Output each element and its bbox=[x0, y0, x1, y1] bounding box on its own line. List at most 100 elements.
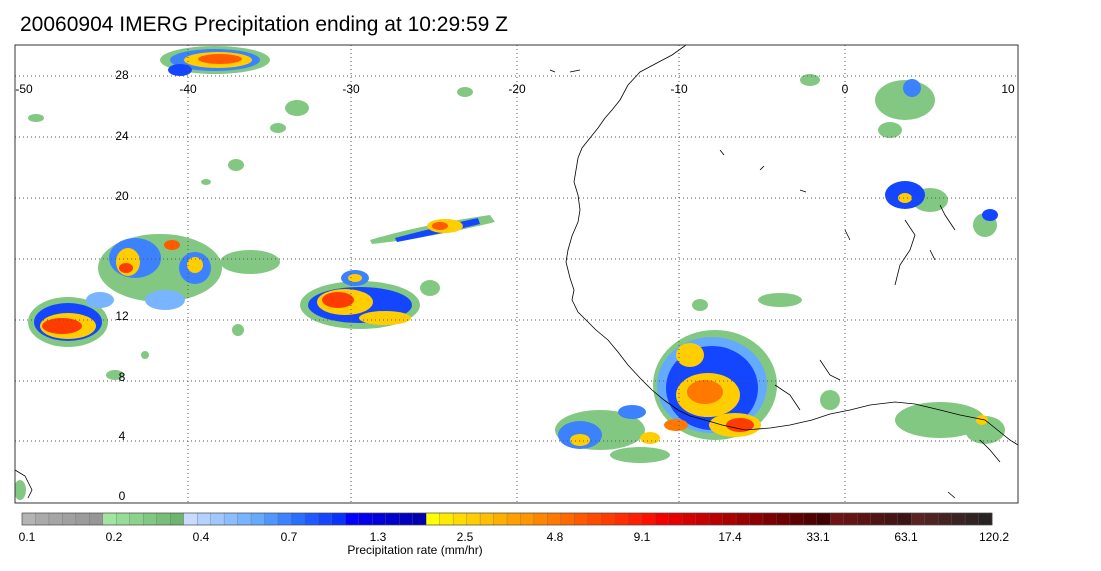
colorbar-cell bbox=[493, 512, 508, 526]
colorbar-cell bbox=[708, 512, 724, 526]
lon-tick-label: -50 bbox=[15, 82, 33, 96]
precipitation-cells bbox=[15, 46, 1005, 500]
colorbar-cell bbox=[399, 512, 414, 526]
colorbar-cell bbox=[237, 512, 252, 526]
colorbar-cell bbox=[48, 512, 63, 526]
lon-tick-label: 10 bbox=[1001, 82, 1015, 96]
colorbar-cell bbox=[749, 512, 764, 526]
colorbar-cell bbox=[641, 512, 656, 526]
colorbar-tick-label: 33.1 bbox=[806, 530, 830, 544]
coastline bbox=[15, 45, 1018, 499]
colorbar-cell bbox=[318, 512, 333, 526]
map-frame bbox=[14, 44, 1019, 504]
colorbar-cell bbox=[655, 512, 670, 526]
colorbar-cell bbox=[978, 512, 993, 526]
map-title: 20060904 IMERG Precipitation ending at 1… bbox=[20, 13, 508, 36]
colorbar-cell bbox=[183, 512, 198, 526]
rain-cell-central-atlantic bbox=[300, 270, 420, 329]
colorbar-tick-label: 63.1 bbox=[894, 530, 918, 544]
colorbar-cells bbox=[21, 512, 993, 526]
colorbar-tick-label: 9.1 bbox=[634, 530, 651, 544]
colorbar-cell bbox=[695, 512, 710, 526]
colorbar-cell bbox=[776, 512, 791, 526]
colorbar-label: Precipitation rate (mm/hr) bbox=[347, 543, 482, 557]
colorbar-tick-label: 2.5 bbox=[457, 530, 474, 544]
lat-tick-label: 0 bbox=[119, 489, 126, 503]
colorbar-tick-label: 120.2 bbox=[979, 530, 1009, 544]
colorbar-cell bbox=[789, 512, 804, 526]
colorbar-cell bbox=[277, 512, 292, 526]
rain-band-gulf-coast bbox=[555, 405, 988, 450]
colorbar-cell bbox=[143, 512, 158, 526]
colorbar-cell bbox=[924, 512, 939, 526]
colorbar-cell bbox=[250, 512, 265, 526]
colorbar-tick-label: 0.7 bbox=[281, 530, 298, 544]
colorbar-cell bbox=[937, 512, 953, 526]
colorbar-tick-label: 17.4 bbox=[718, 530, 742, 544]
colorbar-cell bbox=[264, 512, 279, 526]
lat-tick-labels: 28 24 20 12 8 4 0 bbox=[115, 68, 129, 503]
colorbar-cell bbox=[304, 512, 319, 526]
colorbar-cell bbox=[412, 512, 427, 526]
colorbar-cell bbox=[735, 512, 750, 526]
colorbar-cell bbox=[574, 512, 589, 526]
colorbar-cell bbox=[466, 512, 481, 526]
rain-cell-west bbox=[28, 292, 114, 347]
lat-tick-label: 28 bbox=[115, 68, 129, 82]
colorbar-cell bbox=[681, 512, 697, 526]
rain-cell-sahel bbox=[885, 79, 998, 221]
rain-cell-central-west bbox=[98, 234, 222, 310]
lon-tick-label: -30 bbox=[342, 82, 360, 96]
lat-tick-label: 8 bbox=[119, 370, 126, 384]
lon-tick-label: -10 bbox=[670, 82, 688, 96]
colorbar-cell bbox=[358, 512, 373, 526]
colorbar-cell bbox=[452, 512, 468, 526]
lon-tick-label: 0 bbox=[842, 82, 849, 96]
colorbar-cell bbox=[385, 512, 400, 526]
colorbar-cell bbox=[372, 512, 387, 526]
colorbar-cell bbox=[291, 512, 306, 526]
colorbar-cell bbox=[210, 512, 225, 526]
colorbar-cell bbox=[587, 512, 602, 526]
colorbar-cell bbox=[547, 512, 562, 526]
map-grid bbox=[15, 45, 1018, 503]
colorbar-tick-label: 0.2 bbox=[106, 530, 123, 544]
colorbar-cell bbox=[345, 512, 360, 526]
colorbar-cell bbox=[816, 512, 831, 526]
rain-cell-west-africa bbox=[653, 330, 777, 440]
colorbar-tick-labels: 0.1 0.2 0.4 0.7 1.3 2.5 4.8 9.1 17.4 33.… bbox=[19, 530, 1010, 544]
lon-tick-label: -20 bbox=[508, 82, 526, 96]
colorbar-cell bbox=[89, 512, 104, 526]
colorbar-cell bbox=[668, 512, 683, 526]
colorbar-cell bbox=[628, 512, 643, 526]
colorbar-cell bbox=[129, 512, 144, 526]
colorbar-cell bbox=[857, 512, 872, 526]
colorbar-cell bbox=[331, 512, 346, 526]
colorbar-cell bbox=[506, 512, 521, 526]
colorbar-cell bbox=[614, 512, 629, 526]
colorbar-cell bbox=[560, 512, 575, 526]
colorbar-cell bbox=[75, 512, 90, 526]
lon-tick-label: -40 bbox=[179, 82, 197, 96]
colorbar-cell bbox=[223, 512, 239, 526]
colorbar-cell bbox=[884, 512, 899, 526]
rain-band-mid-atlantic bbox=[370, 215, 495, 244]
colorbar-cell bbox=[601, 512, 616, 526]
colorbar-cell bbox=[479, 512, 494, 526]
colorbar-cell bbox=[911, 512, 926, 526]
colorbar-cell bbox=[870, 512, 885, 526]
colorbar-cell bbox=[439, 512, 454, 526]
colorbar-cell bbox=[156, 512, 171, 526]
colorbar-cell bbox=[520, 512, 535, 526]
colorbar-tick-label: 1.3 bbox=[370, 530, 387, 544]
lat-tick-label: 20 bbox=[115, 189, 129, 203]
colorbar-cell bbox=[843, 512, 858, 526]
lat-tick-label: 4 bbox=[119, 429, 126, 443]
lon-tick-labels: -50 -40 -30 -20 -10 0 10 bbox=[15, 82, 1015, 96]
lat-tick-label: 12 bbox=[115, 309, 129, 323]
colorbar-cell bbox=[62, 512, 77, 526]
colorbar-cell bbox=[102, 512, 117, 526]
colorbar-tick-label: 0.4 bbox=[193, 530, 210, 544]
